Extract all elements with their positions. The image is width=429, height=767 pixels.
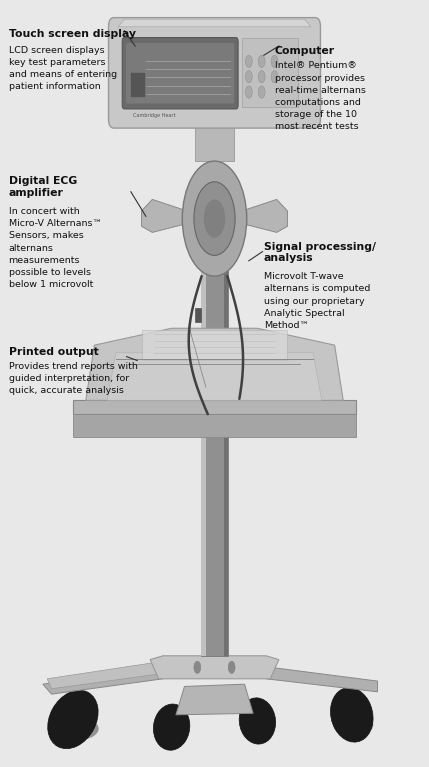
Bar [195,119,234,161]
Polygon shape [73,400,356,414]
Circle shape [204,199,225,238]
Text: LCD screen displays
key test parameters
and means of entering
patient informatio: LCD screen displays key test parameters … [9,46,117,91]
Text: Cambridge Heart: Cambridge Heart [133,113,175,118]
Text: Intel® Pentium®
processor provides
real-time alternans
computations and
storage : Intel® Pentium® processor provides real-… [275,61,366,131]
Circle shape [258,55,265,67]
Polygon shape [86,328,343,400]
Polygon shape [43,667,163,694]
FancyBboxPatch shape [126,43,234,104]
Ellipse shape [154,704,190,750]
Ellipse shape [330,687,373,742]
Circle shape [182,161,247,276]
Circle shape [228,661,235,673]
Text: Computer: Computer [275,46,335,56]
Circle shape [245,71,252,83]
Circle shape [194,661,201,673]
Circle shape [245,86,252,98]
Bar [224,180,228,656]
Circle shape [245,55,252,67]
Bar [201,180,206,656]
Circle shape [271,55,278,67]
Text: Touch screen display: Touch screen display [9,29,136,39]
Bar [201,180,228,656]
Text: Signal processing/
analysis: Signal processing/ analysis [264,242,376,263]
FancyBboxPatch shape [109,18,320,128]
Polygon shape [47,662,163,689]
Text: Microvolt T-wave
alternans is computed
using our proprietary
Analytic Spectral
M: Microvolt T-wave alternans is computed u… [264,272,370,330]
Polygon shape [142,199,182,232]
Polygon shape [176,684,253,715]
Circle shape [258,86,265,98]
Text: Digital ECG
amplifier: Digital ECG amplifier [9,176,77,198]
Polygon shape [247,199,287,232]
Polygon shape [142,330,287,360]
Circle shape [271,71,278,83]
Polygon shape [73,414,356,437]
Circle shape [194,182,235,255]
Bar [195,308,201,322]
Text: Provides trend reports with
guided interpretation, for
quick, accurate analysis: Provides trend reports with guided inter… [9,362,137,395]
Ellipse shape [48,690,98,749]
Polygon shape [266,667,378,692]
Polygon shape [118,19,311,27]
Bar [242,38,298,107]
Ellipse shape [239,698,275,744]
FancyBboxPatch shape [122,38,238,109]
Circle shape [258,71,265,83]
Ellipse shape [56,717,99,740]
Ellipse shape [157,727,187,746]
Text: Printed output: Printed output [9,347,98,357]
Text: In concert with
Micro-V Alternans™
Sensors, makes
alternans
measurements
possibl: In concert with Micro-V Alternans™ Senso… [9,207,102,289]
Polygon shape [107,353,322,400]
Ellipse shape [339,714,373,736]
Polygon shape [150,656,279,679]
